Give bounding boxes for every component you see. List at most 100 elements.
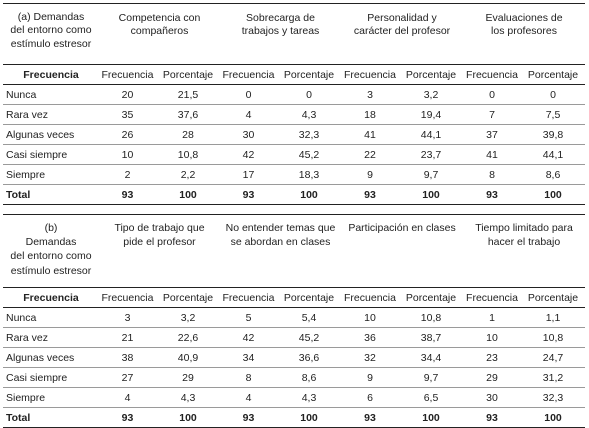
group-header: Tiempo limitado para hacer el trabajo bbox=[463, 214, 586, 288]
table-cell: 3 bbox=[99, 307, 156, 328]
column-header: Frecuencia bbox=[99, 287, 156, 308]
table-cell: 5 bbox=[220, 307, 277, 328]
table-cell: 0 bbox=[277, 84, 341, 105]
column-header: Porcentaje bbox=[277, 64, 341, 85]
total-cell: 93 bbox=[99, 407, 156, 428]
group-header-line: Participación en clases bbox=[348, 222, 456, 234]
table-row: Nunca 3 3,2 5 5,4 10 10,8 1 1,1 bbox=[3, 307, 586, 328]
table-cell: 29 bbox=[156, 367, 220, 388]
table-cell: 4 bbox=[220, 104, 277, 125]
column-header-row: Frecuencia Frecuencia Porcentaje Frecuencia… bbox=[3, 64, 586, 85]
table-cell: 30 bbox=[220, 124, 277, 145]
table-cell: 7,5 bbox=[521, 104, 586, 125]
group-header-line: Tipo de trabajo que bbox=[114, 222, 205, 234]
row-label: Casi siempre bbox=[3, 367, 99, 388]
row-label: Nunca bbox=[3, 84, 99, 105]
table-row: Rara vez 35 37,6 4 4,3 18 19,4 7 7,5 bbox=[3, 104, 586, 125]
table-cell: 4 bbox=[99, 387, 156, 408]
table-cell: 28 bbox=[156, 124, 220, 145]
total-cell: 100 bbox=[156, 184, 220, 205]
column-header: Frecuencia bbox=[463, 287, 522, 308]
table-cell: 18 bbox=[341, 104, 399, 125]
caption-line: (b) bbox=[44, 222, 58, 234]
row-label: Siempre bbox=[3, 387, 99, 408]
group-header-line: carácter del profesor bbox=[353, 25, 451, 38]
table-cell: 10 bbox=[99, 144, 156, 165]
table-cell: 10,8 bbox=[399, 307, 464, 328]
table-cell: 24,7 bbox=[521, 347, 586, 368]
column-header: Frecuencia bbox=[463, 64, 522, 85]
table-row: Siempre 4 4,3 4 4,3 6 6,5 30 32,3 bbox=[3, 387, 586, 408]
column-header: Porcentaje bbox=[156, 64, 220, 85]
row-label: Siempre bbox=[3, 164, 99, 185]
table-cell: 8,6 bbox=[277, 367, 341, 388]
column-header: Frecuencia bbox=[341, 64, 399, 85]
table-cell: 27 bbox=[99, 367, 156, 388]
column-header: Porcentaje bbox=[521, 287, 586, 308]
table-cell: 32 bbox=[341, 347, 399, 368]
table-cell: 19,4 bbox=[399, 104, 464, 125]
table-cell: 20 bbox=[99, 84, 156, 105]
table-cell: 3,2 bbox=[156, 307, 220, 328]
total-cell: 100 bbox=[399, 407, 464, 428]
table-cell: 9,7 bbox=[399, 164, 464, 185]
column-header: Porcentaje bbox=[399, 64, 464, 85]
table-row: Algunas veces 38 40,9 34 36,6 32 34,4 23 24,7 bbox=[3, 347, 586, 368]
table-cell: 8 bbox=[463, 164, 522, 185]
table-cell: 42 bbox=[220, 327, 277, 348]
stress-frequency-table-a: (a) Demandas del entorno como estímulo est… bbox=[3, 3, 586, 205]
table-cell: 32,3 bbox=[277, 124, 341, 145]
column-header: Porcentaje bbox=[156, 287, 220, 308]
table-cell: 37,6 bbox=[156, 104, 220, 125]
table-cell: 4,3 bbox=[156, 387, 220, 408]
row-label: Algunas veces bbox=[3, 124, 99, 145]
table-cell: 22 bbox=[341, 144, 399, 165]
table-row: Rara vez 21 22,6 42 45,2 36 38,7 10 10,8 bbox=[3, 327, 586, 348]
table-cell: 23 bbox=[463, 347, 522, 368]
table-cell: 22,6 bbox=[156, 327, 220, 348]
table-cell: 17 bbox=[220, 164, 277, 185]
group-header-line: los profesores bbox=[491, 25, 557, 38]
total-cell: 100 bbox=[277, 184, 341, 205]
group-header-line: Personalidad y bbox=[367, 12, 437, 24]
column-header: Frecuencia bbox=[99, 64, 156, 85]
total-cell: 93 bbox=[341, 184, 399, 205]
table-cell: 4 bbox=[220, 387, 277, 408]
group-header-line: Tiempo limitado para bbox=[475, 222, 573, 234]
table-cell: 9 bbox=[341, 164, 399, 185]
group-header-row: (a) Demandas del entorno como estímulo est… bbox=[3, 3, 586, 65]
table-caption: (a) Demandas del entorno como estímulo est… bbox=[3, 3, 99, 65]
caption-line: del entorno como bbox=[10, 250, 92, 263]
group-header-row: (b) Demandas del entorno como estímulo estr… bbox=[3, 214, 586, 288]
total-cell: 93 bbox=[99, 184, 156, 205]
column-header: Porcentaje bbox=[521, 64, 586, 85]
table-cell: 1 bbox=[463, 307, 522, 328]
group-header: No entender temas que se abordan en clase… bbox=[220, 214, 341, 288]
table-cell: 34 bbox=[220, 347, 277, 368]
table-cell: 30 bbox=[463, 387, 522, 408]
table-cell: 10,8 bbox=[156, 144, 220, 165]
caption-line: Demandas bbox=[25, 236, 77, 249]
table-cell: 45,2 bbox=[277, 144, 341, 165]
row-label: Rara vez bbox=[3, 104, 99, 125]
total-cell: 100 bbox=[277, 407, 341, 428]
column-header: Porcentaje bbox=[399, 287, 464, 308]
group-header-line: pide el profesor bbox=[123, 236, 196, 249]
table-cell: 44,1 bbox=[521, 144, 586, 165]
table-cell: 36 bbox=[341, 327, 399, 348]
total-cell: 93 bbox=[220, 407, 277, 428]
table-row: Casi siempre 10 10,8 42 45,2 22 23,7 41 44,1 bbox=[3, 144, 586, 165]
total-cell: 100 bbox=[521, 407, 586, 428]
row-label: Casi siempre bbox=[3, 144, 99, 165]
table-cell: 32,3 bbox=[521, 387, 586, 408]
table-cell: 40,9 bbox=[156, 347, 220, 368]
group-header-line: No entender temas que bbox=[225, 222, 336, 234]
table-cell: 9,7 bbox=[399, 367, 464, 388]
table-caption: (b) Demandas del entorno como estímulo estr… bbox=[3, 214, 99, 288]
table-cell: 5,4 bbox=[277, 307, 341, 328]
column-header: Frecuencia bbox=[341, 287, 399, 308]
table-cell: 39,8 bbox=[521, 124, 586, 145]
group-header-line: compañeros bbox=[130, 25, 189, 38]
caption-line: (a) Demandas bbox=[17, 11, 85, 23]
table-cell: 10,8 bbox=[521, 327, 586, 348]
